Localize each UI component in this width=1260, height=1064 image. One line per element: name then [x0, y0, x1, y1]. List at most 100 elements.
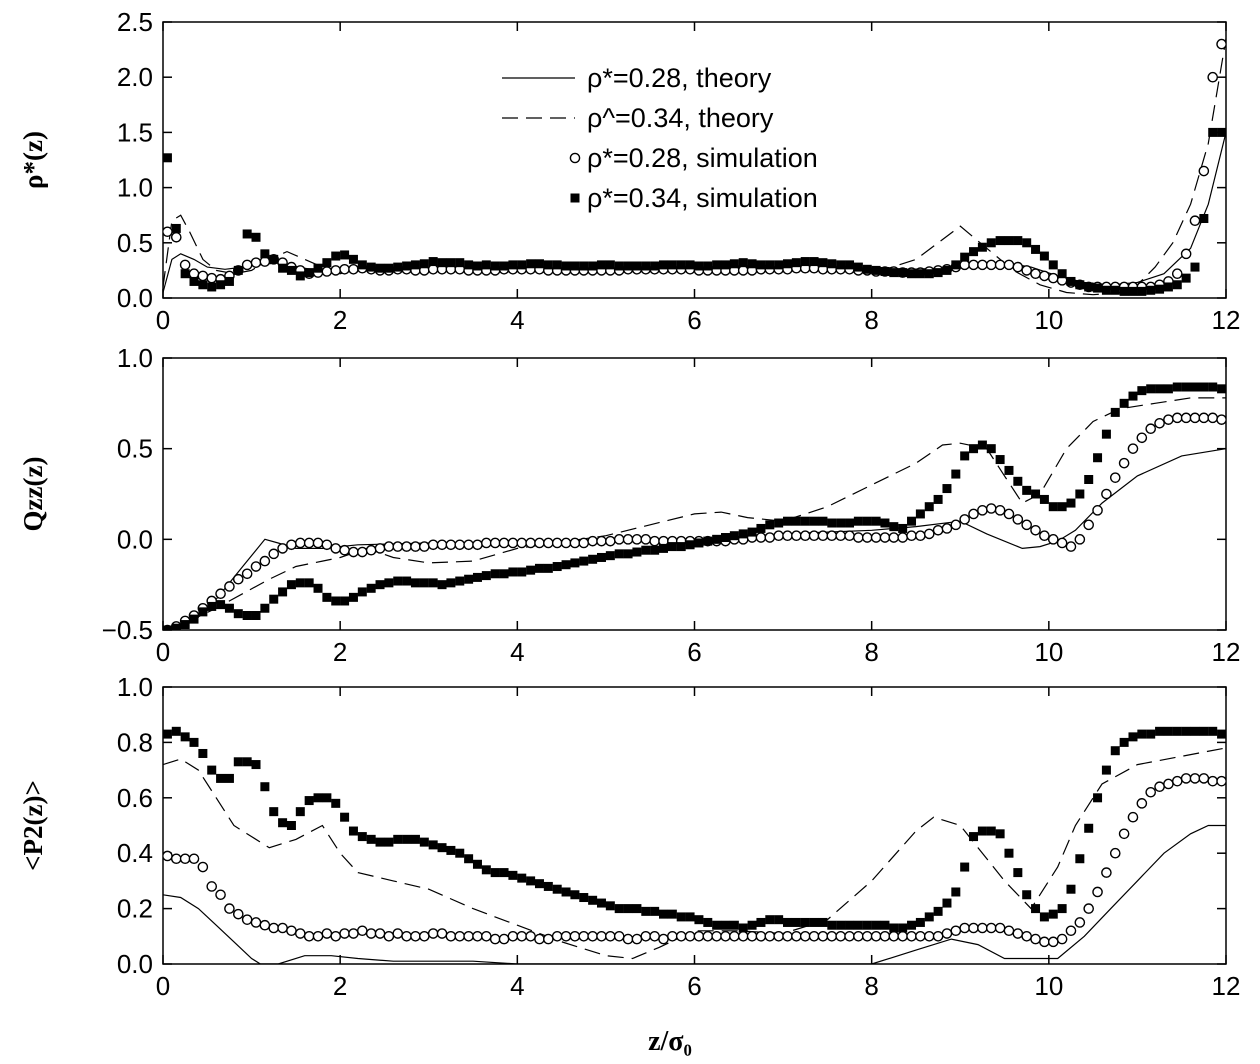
y-tick-label: 0.4: [117, 838, 153, 868]
data-point-filled-square: [942, 265, 952, 275]
data-point-open-circle: [941, 928, 953, 939]
data-point-filled-square: [614, 904, 624, 914]
data-point-open-circle: [835, 530, 846, 542]
data-point-open-circle: [968, 508, 979, 520]
data-point-open-circle: [941, 523, 953, 534]
data-point-filled-square: [216, 600, 226, 610]
data-point-open-circle: [560, 931, 572, 942]
data-point-filled-square: [756, 260, 766, 270]
data-point-open-circle: [1171, 412, 1183, 424]
data-point-filled-square: [1208, 726, 1218, 736]
data-point-filled-square: [260, 603, 270, 613]
data-point-open-circle: [303, 537, 315, 549]
data-point-open-circle: [436, 539, 448, 551]
data-point-open-circle: [268, 548, 280, 560]
data-point-open-circle: [481, 931, 492, 942]
data-point-filled-square: [747, 259, 757, 269]
data-point-open-circle: [321, 266, 333, 277]
data-point-filled-square: [260, 782, 270, 792]
data-point-open-circle: [392, 928, 404, 939]
data-point-filled-square: [986, 826, 996, 836]
data-point-open-circle: [188, 853, 200, 865]
data-point-open-circle: [1145, 786, 1157, 798]
data-point-filled-square: [579, 556, 589, 566]
x-tick-label: 0: [156, 971, 170, 1001]
data-point-filled-square: [561, 560, 571, 570]
data-point-open-circle: [782, 931, 793, 942]
data-point-filled-square: [1048, 909, 1058, 919]
data-point-filled-square: [348, 254, 358, 264]
data-point-filled-square: [1199, 726, 1209, 736]
data-point-filled-square: [499, 261, 509, 271]
data-point-filled-square: [880, 267, 890, 277]
data-point-filled-square: [163, 729, 172, 739]
data-point-filled-square: [402, 834, 412, 844]
data-point-open-circle: [959, 514, 970, 525]
data-point-filled-square: [614, 549, 624, 559]
data-point-filled-square: [986, 238, 996, 248]
data-point-filled-square: [499, 569, 509, 579]
data-point-filled-square: [384, 837, 394, 847]
data-point-open-circle: [179, 259, 191, 271]
data-point-open-circle: [1039, 530, 1050, 542]
legend-label: ρ*=0.28, simulation: [587, 143, 818, 173]
data-point-open-circle: [419, 931, 430, 942]
data-point-filled-square: [490, 868, 500, 878]
x-tick-label: 6: [687, 305, 701, 335]
data-point-filled-square: [1031, 904, 1041, 914]
data-point-open-circle: [1109, 847, 1121, 859]
data-point-filled-square: [1093, 793, 1103, 803]
data-point-open-circle: [1047, 534, 1059, 545]
data-point-open-circle: [1012, 261, 1024, 273]
x-tick-label: 8: [864, 971, 878, 1001]
data-point-open-circle: [667, 931, 678, 942]
data-point-open-circle: [1101, 488, 1112, 500]
data-point-filled-square: [508, 260, 518, 270]
data-point-open-circle: [1136, 798, 1148, 809]
data-point-filled-square: [375, 837, 385, 847]
data-point-filled-square: [1039, 251, 1049, 261]
data-point-open-circle: [330, 265, 342, 276]
data-point-open-circle: [277, 543, 288, 554]
data-point-filled-square: [472, 859, 482, 869]
data-point-open-circle: [507, 931, 519, 942]
data-point-open-circle: [861, 532, 873, 543]
data-point-open-circle: [764, 532, 776, 543]
data-point-open-circle: [507, 537, 519, 549]
data-point-filled-square: [951, 887, 961, 897]
data-point-open-circle: [613, 931, 625, 942]
data-point-filled-square: [233, 609, 243, 619]
data-point-filled-square: [207, 765, 217, 775]
data-point-open-circle: [1180, 773, 1192, 784]
data-point-open-circle: [392, 541, 404, 552]
data-point-open-circle: [374, 543, 386, 554]
data-point-filled-square: [455, 576, 465, 586]
data-point-filled-square: [774, 518, 784, 528]
data-point-open-circle: [1101, 867, 1112, 878]
data-point-filled-square: [579, 893, 589, 903]
data-point-filled-square: [340, 812, 350, 822]
data-point-filled-square: [889, 522, 899, 532]
data-point-filled-square: [472, 261, 482, 271]
data-point-open-circle: [534, 537, 545, 549]
x-tick-label: 6: [687, 971, 701, 1001]
data-point-filled-square: [712, 534, 722, 544]
data-point-filled-square: [809, 917, 819, 927]
data-point-filled-square: [1146, 729, 1156, 739]
data-point-filled-square: [534, 259, 544, 269]
data-point-filled-square: [366, 583, 376, 593]
data-point-open-circle: [799, 530, 811, 542]
data-point-filled-square: [1190, 382, 1200, 392]
data-point-filled-square: [915, 269, 925, 279]
data-point-open-circle: [649, 535, 660, 547]
data-point-filled-square: [481, 865, 491, 875]
data-point-filled-square: [588, 895, 598, 905]
data-point-filled-square: [800, 257, 810, 267]
data-point-filled-square: [809, 257, 819, 267]
data-point-open-circle: [1003, 925, 1015, 937]
data-point-filled-square: [1172, 726, 1182, 736]
data-point-open-circle: [472, 539, 483, 551]
data-point-filled-square: [800, 917, 810, 927]
data-point-open-circle: [357, 546, 368, 558]
data-point-filled-square: [233, 757, 243, 767]
